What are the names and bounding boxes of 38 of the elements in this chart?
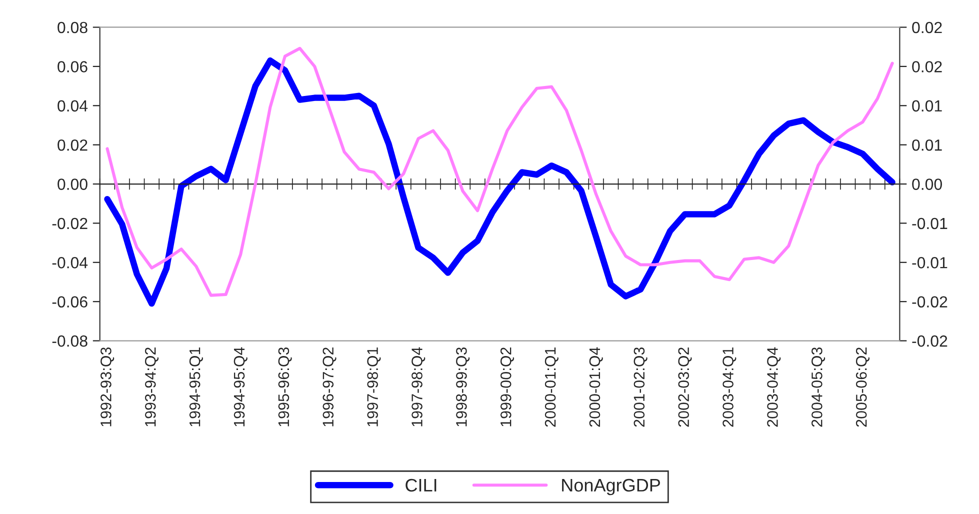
y2-tick-label: -0.02 [912,335,948,347]
y2-tick-label: 0.02 [912,61,942,72]
x-tick-label: 1997-98:Q4 [412,347,426,426]
x-tick-label: 1993-94:Q2 [144,348,159,426]
x-tick-label: 2000-01:Q4 [589,347,603,427]
x-tick-label: 2000-01:Q1 [544,348,558,427]
x-tick-label: 1994-95:Q1 [189,348,203,426]
x-tick-label: 2003-04:Q1 [722,348,736,427]
y2-tick-label: 0.01 [912,100,942,112]
y2-tick-label: 0.01 [912,139,942,151]
y-tick-label: 0.04 [58,100,88,112]
y2-tick-label: 0.02 [912,22,942,34]
y2-tick-label: -0.01 [912,257,948,268]
x-tick-label: 1995-96:Q3 [278,347,292,426]
x-tick-label: 2001-02:Q3 [634,347,648,427]
y-tick-label: -0.04 [52,257,88,268]
x-tick-label: 1994-95:Q4 [234,347,248,426]
y2-tick-label: -0.02 [912,296,948,308]
legend-label: NonAgrGDP [562,478,660,496]
y-tick-label: 0.00 [58,178,88,190]
y-tick-label: 0.06 [58,61,88,72]
x-tick-label: 2005-06:Q2 [856,348,870,427]
x-tick-label: 2002-03:Q2 [678,348,692,427]
x-tick-label: 2003-04:Q4 [767,347,781,427]
y-tick-label: -0.02 [52,218,88,230]
x-tick-label: 1997-98:Q1 [367,348,381,426]
y-tick-label: -0.06 [52,296,88,308]
y-tick-label: 0.08 [58,22,88,34]
y2-tick-label: -0.01 [912,218,948,230]
y-tick-label: 0.02 [58,139,88,151]
y-tick-label: -0.08 [52,335,88,347]
x-tick-label: 1992-93:Q3 [100,347,114,426]
x-tick-label: 2004-05:Q3 [812,347,826,427]
x-tick-label: 1999-00:Q2 [500,348,514,426]
y2-tick-label: 0.00 [912,178,942,190]
x-tick-label: 1996-97:Q2 [322,348,336,426]
legend-label: CILI [406,478,436,492]
x-tick-label: 1998-99:Q3 [456,347,470,426]
